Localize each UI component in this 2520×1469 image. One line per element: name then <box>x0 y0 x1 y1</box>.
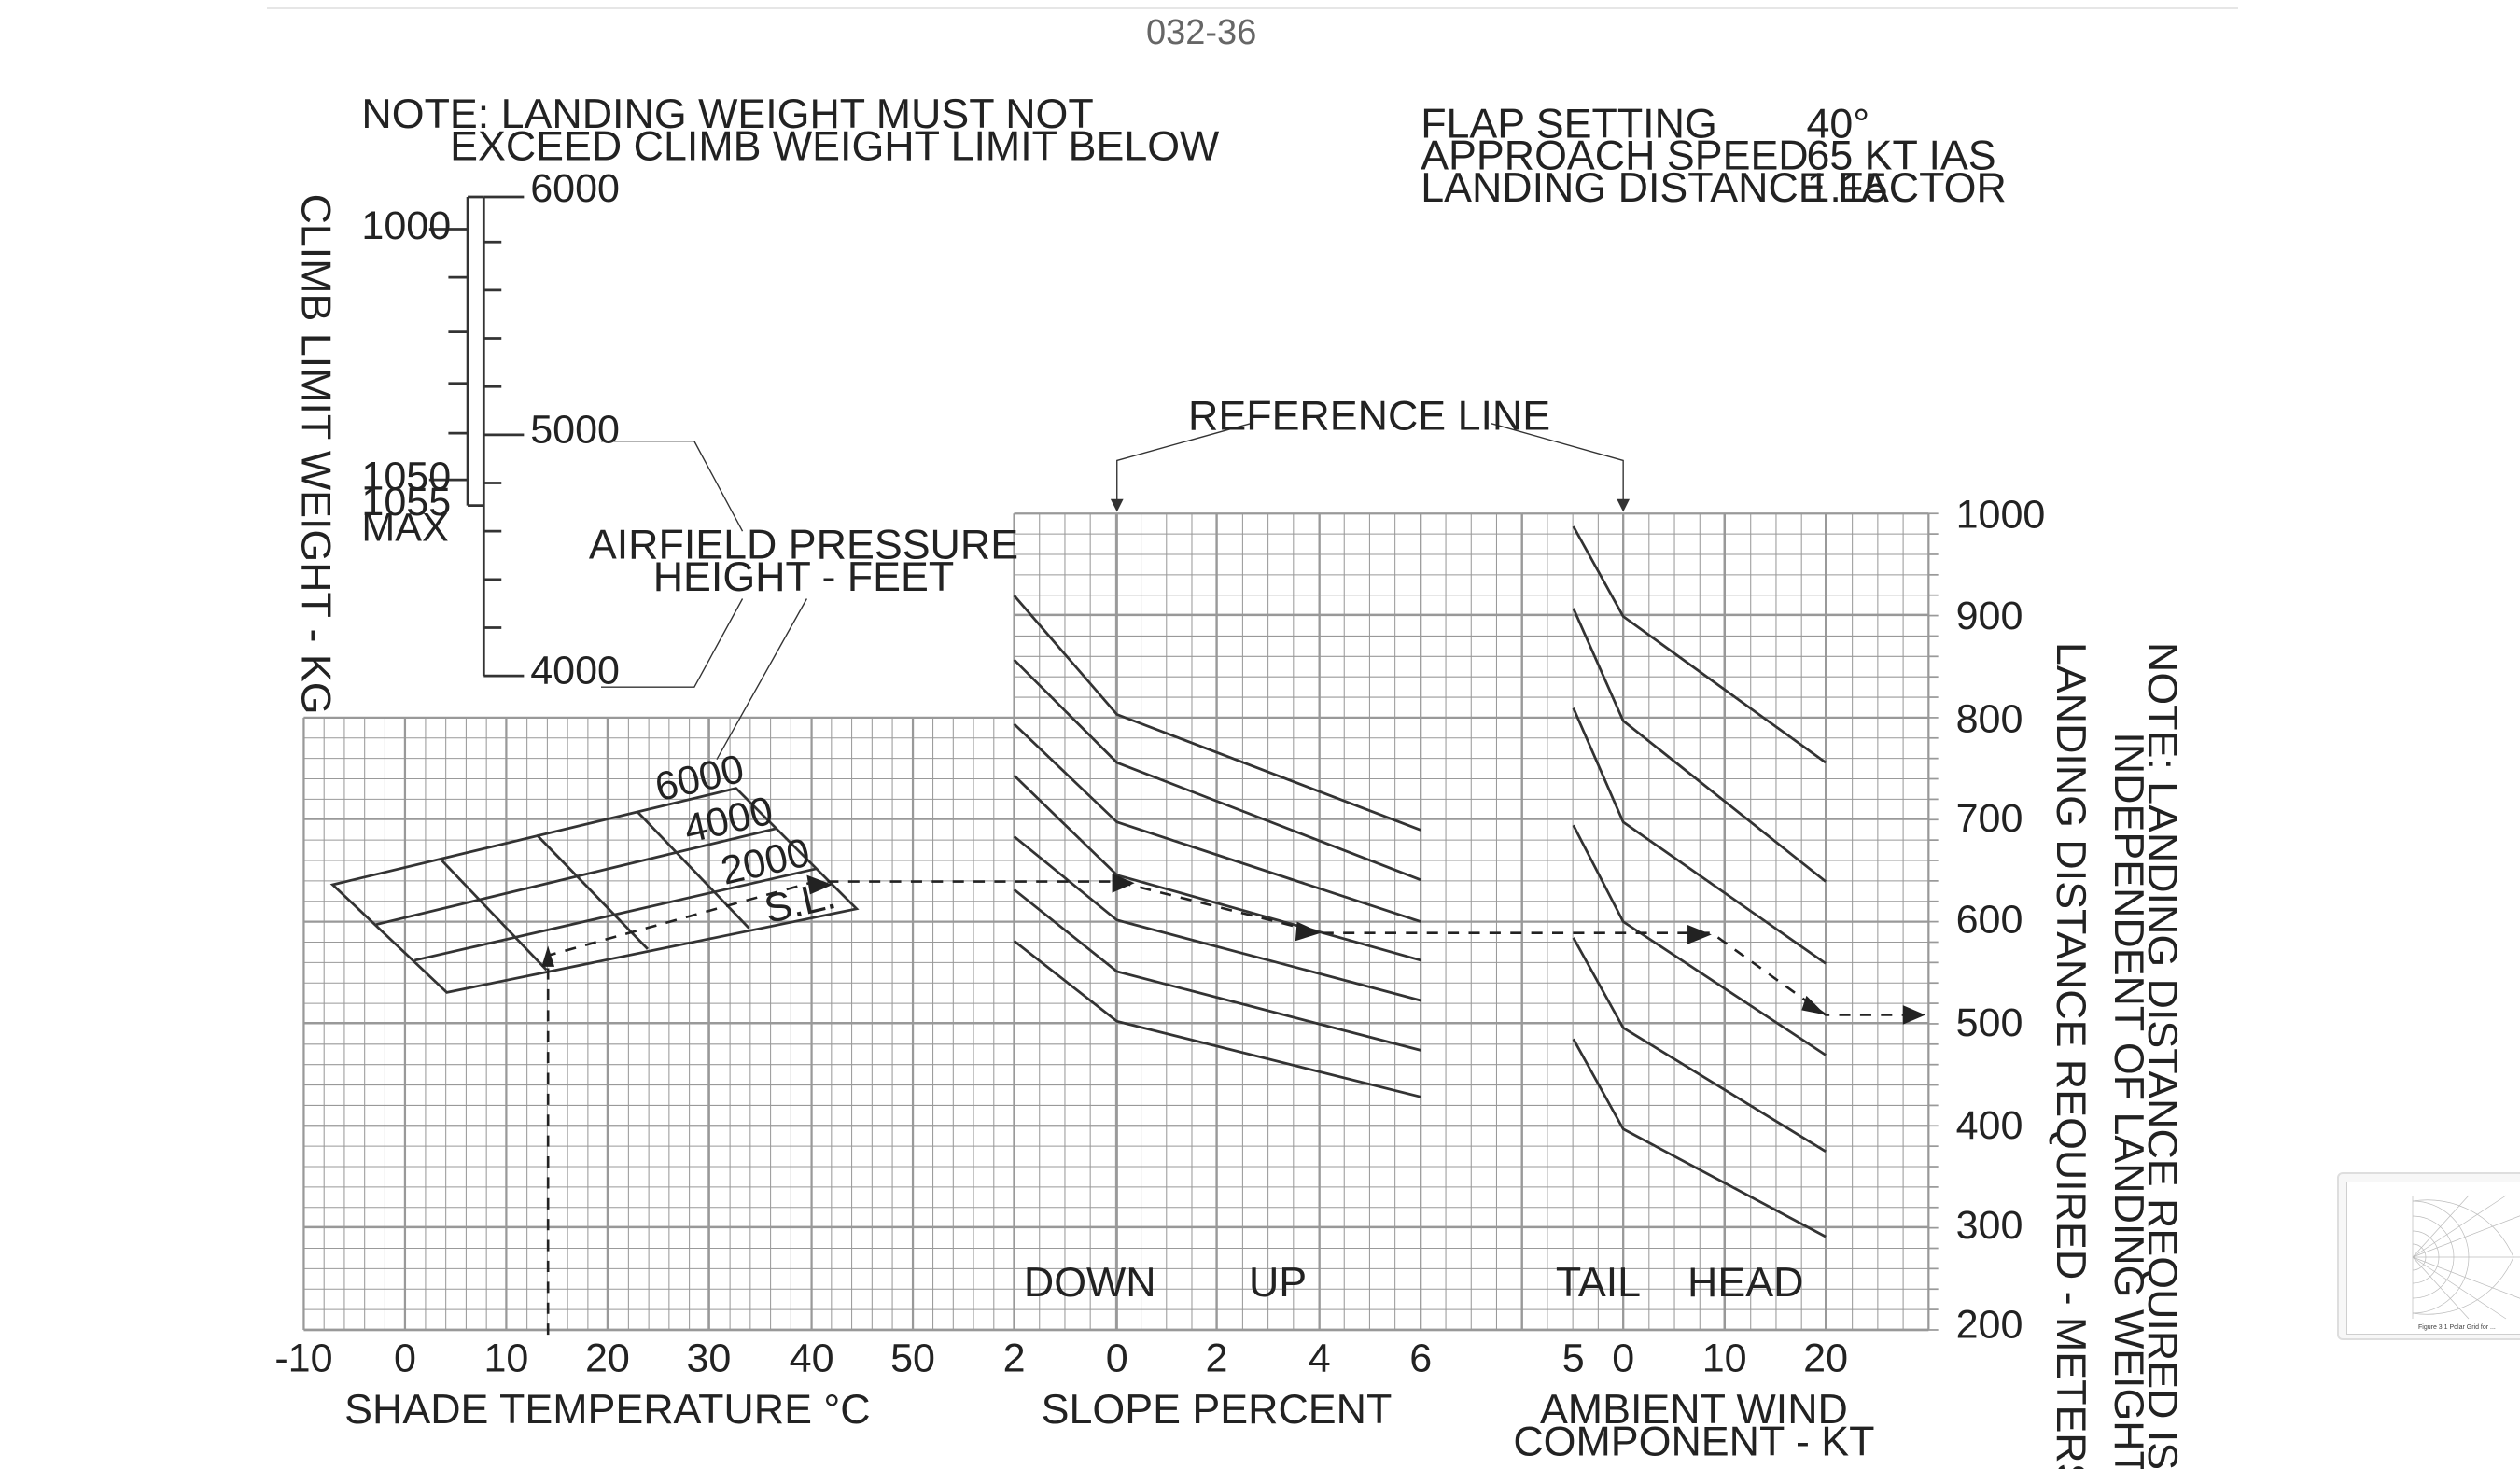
height-4000-label: 4000 <box>530 649 620 693</box>
height-6000-label: 6000 <box>530 166 620 211</box>
distance-tick-label: 400 <box>1956 1103 2023 1148</box>
reference-arrow-slope <box>1110 498 1124 512</box>
thumbnail-panel[interactable]: Figure 3.1 Polar Grid for ... <box>2337 1172 2520 1340</box>
slope-down-label: DOWN <box>1024 1259 1156 1306</box>
slope-tick-label: 4 <box>1309 1336 1331 1381</box>
wind-tail-label: TAIL <box>1556 1259 1641 1306</box>
example-arrow-reference-slope <box>1112 873 1135 893</box>
distance-tick-label: 500 <box>1956 1000 2023 1045</box>
pressure-height-callout-line1: AIRFIELD PRESSURE <box>589 521 1018 567</box>
pressure-height-callout-line2: HEIGHT - FEET <box>653 553 955 600</box>
distance-tick-label: 600 <box>1956 898 2023 943</box>
pressure-height-family <box>329 787 860 994</box>
note-independence-line2: INDEPENDENT OF LANDING WEIGHT <box>2106 732 2152 1469</box>
slope-tick-label: 2 <box>1003 1336 1026 1381</box>
distance-tick-label: 300 <box>1956 1203 2023 1248</box>
flap-setting-value: 40° <box>1806 100 1869 147</box>
weight-1000-label: 1000 <box>361 203 451 248</box>
slope-tick-label: 0 <box>1106 1336 1128 1381</box>
thumbnail-caption: Figure 3.1 Polar Grid for ... <box>2418 1324 2496 1331</box>
temperature-tick-label: 20 <box>585 1336 630 1381</box>
polar-chart-thumbnail-icon <box>2412 1195 2520 1320</box>
shade-temperature-axis-label: SHADE TEMPERATURE °C <box>344 1386 870 1433</box>
slope-percent-axis-label: SLOPE PERCENT <box>1042 1386 1393 1433</box>
distance-tick-label: 900 <box>1956 594 2023 638</box>
slope-up-label: UP <box>1249 1259 1307 1306</box>
example-arrow-slope <box>1295 921 1322 942</box>
weight-1050-label: 1050 <box>361 454 451 498</box>
example-arrow-pressure <box>806 874 833 895</box>
example-arrow-reference-wind <box>1687 925 1712 944</box>
weight-max-label: MAX <box>361 506 448 551</box>
landing-distance-factor-label: LANDING DISTANCE FACTOR <box>1421 164 2007 211</box>
page-number: 032-36 <box>1146 13 1257 52</box>
note-independence-line1: NOTE: LANDING DISTANCE REQUIRED IS <box>2139 642 2186 1469</box>
distance-axis-label: LANDING DISTANCE REQUIRED - METERS <box>2048 642 2094 1469</box>
temperature-tick-label: 0 <box>394 1336 416 1381</box>
climb-limit-scale <box>428 195 525 678</box>
height-5000-label: 5000 <box>530 407 620 452</box>
example-arrow-temperature <box>541 945 555 967</box>
landing-distance-factor-value: 1.15 <box>1806 164 1887 211</box>
reference-line-leaders <box>1116 423 1624 510</box>
temperature-tick-label: 40 <box>790 1336 834 1381</box>
pressure-height-boundary <box>329 787 860 994</box>
flap-setting-label: FLAP SETTING <box>1421 100 1717 147</box>
example-arrow-result <box>1902 1005 1925 1025</box>
page-top-divider <box>267 7 2238 9</box>
temperature-tick-label: 30 <box>686 1336 731 1381</box>
wind-head-label: HEAD <box>1687 1259 1803 1306</box>
wind-axis-label-line1: AMBIENT WIND <box>1540 1386 1848 1433</box>
note-landing-weight-line1: NOTE: LANDING WEIGHT MUST NOT <box>361 91 1093 137</box>
chart-grids <box>302 512 1939 1332</box>
wind-tick-label: 10 <box>1702 1336 1747 1381</box>
weight-1055-label: 1055 <box>361 480 451 525</box>
polar-chart-thumbnail[interactable]: Figure 3.1 Polar Grid for ... <box>2346 1182 2520 1335</box>
temperature-tick-label: -10 <box>274 1336 332 1381</box>
climb-limit-weight-axis-label: CLIMB LIMIT WEIGHT - KG <box>293 194 340 715</box>
example-arrow-wind <box>1801 995 1827 1015</box>
wind-tick-label: 5 <box>1562 1336 1585 1381</box>
approach-speed-label: APPROACH SPEED <box>1421 133 1808 179</box>
wind-tick-label: 0 <box>1612 1336 1634 1381</box>
distance-tick-label: 200 <box>1956 1303 2023 1348</box>
wind-axis-label-line2: COMPONENT - KT <box>1513 1418 1874 1464</box>
distance-tick-label: 1000 <box>1956 493 2046 538</box>
slope-guide-lines <box>1013 595 1421 1098</box>
pressure-height-leaders <box>601 441 808 761</box>
temperature-tick-label: 50 <box>890 1336 935 1381</box>
wind-guide-lines <box>1572 525 1827 1238</box>
wind-tick-label: 20 <box>1803 1336 1848 1381</box>
reference-arrow-wind <box>1617 498 1631 512</box>
slope-tick-label: 6 <box>1409 1336 1432 1381</box>
distance-tick-label: 800 <box>1956 696 2023 741</box>
distance-tick-label: 700 <box>1956 796 2023 841</box>
reference-line-label: REFERENCE LINE <box>1188 393 1550 440</box>
temperature-tick-label: 10 <box>483 1336 528 1381</box>
note-landing-weight-line2: EXCEED CLIMB WEIGHT LIMIT BELOW <box>450 122 1220 169</box>
slope-tick-label: 2 <box>1206 1336 1228 1381</box>
approach-speed-value: 65 KT IAS <box>1806 133 1995 179</box>
